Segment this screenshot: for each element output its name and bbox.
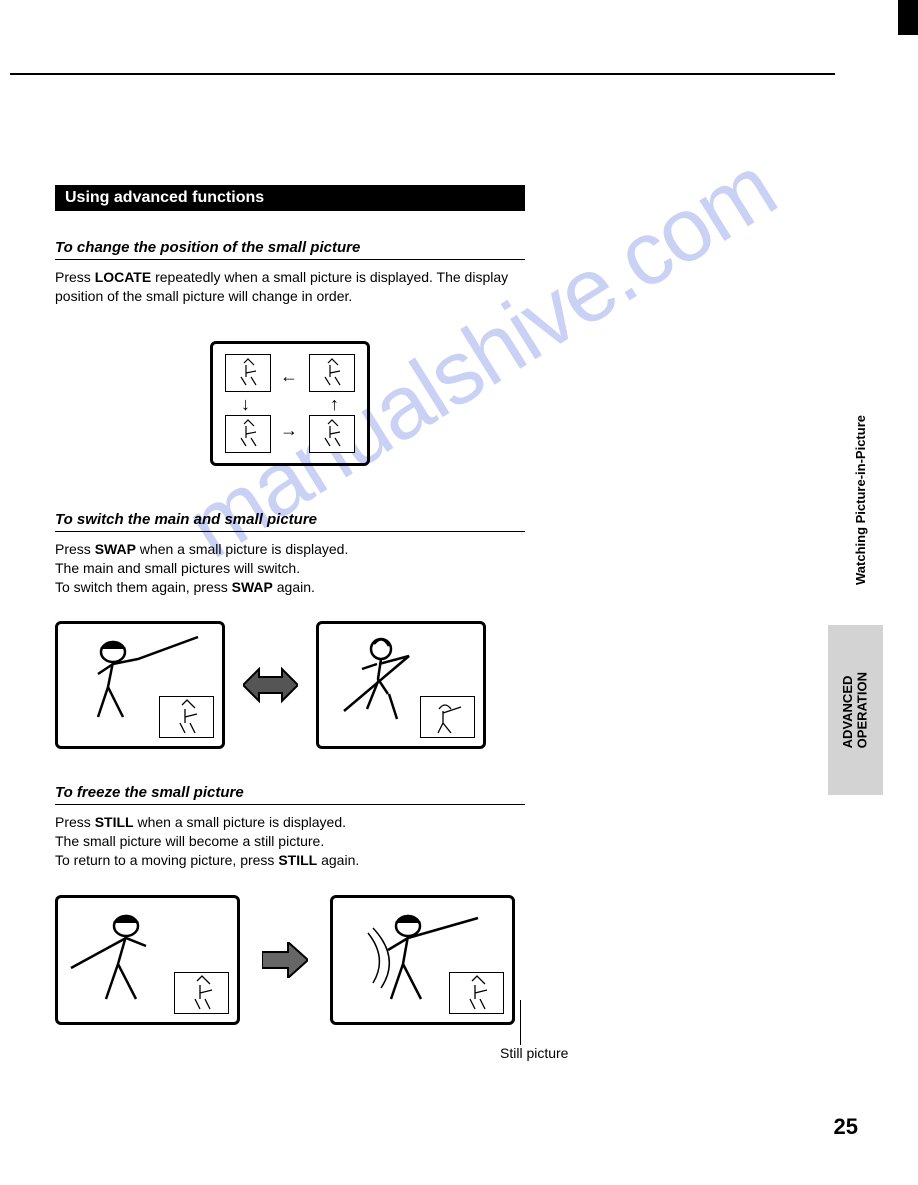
right-arrow-icon xyxy=(262,942,308,978)
corner-mark xyxy=(898,0,918,35)
body-text: Press STILL when a small picture is disp… xyxy=(55,813,525,870)
side-tab-text: ADVANCEDOPERATION xyxy=(841,672,870,748)
pip-small-still xyxy=(449,972,504,1014)
page-number: 25 xyxy=(834,1114,858,1140)
arrow-left-icon: ← xyxy=(280,366,298,387)
diagram-locate: ← ↓ ↑ → xyxy=(55,341,525,466)
arrow-right-icon: → xyxy=(280,420,298,441)
pip-tr xyxy=(309,354,355,392)
pip-tl xyxy=(225,354,271,392)
side-label-section: Watching Picture-in-Picture xyxy=(853,415,868,585)
tv-still-left xyxy=(55,895,240,1025)
sub-title: To freeze the small picture xyxy=(55,784,525,805)
sub-title: To switch the main and small picture xyxy=(55,511,525,532)
subsection-still: To freeze the small picture Press STILL … xyxy=(55,784,525,1070)
subsection-locate: To change the position of the small pict… xyxy=(55,239,525,466)
pip-br xyxy=(309,415,355,453)
diagram-swap xyxy=(55,621,525,749)
arrow-down-icon: ↓ xyxy=(241,394,250,415)
tv-swap-left xyxy=(55,621,225,749)
pip-small xyxy=(420,696,475,738)
side-tab-advanced: ADVANCEDOPERATION xyxy=(828,625,883,795)
pip-small xyxy=(174,972,229,1014)
main-content: Using advanced functions To change the p… xyxy=(55,185,525,1070)
section-header: Using advanced functions xyxy=(55,185,525,211)
diagram-still: Still picture xyxy=(55,895,595,1070)
sub-title: To change the position of the small pict… xyxy=(55,239,525,260)
body-text: Press LOCATE repeatedly when a small pic… xyxy=(55,268,525,306)
still-caption: Still picture xyxy=(500,1045,568,1061)
callout-line xyxy=(520,1000,521,1045)
divider-top xyxy=(10,73,835,75)
arrow-up-icon: ↑ xyxy=(330,394,339,415)
pip-bl xyxy=(225,415,271,453)
body-text: Press SWAP when a small picture is displ… xyxy=(55,540,525,597)
pip-small xyxy=(159,696,214,738)
subsection-swap: To switch the main and small picture Pre… xyxy=(55,511,525,750)
tv-still-right xyxy=(330,895,515,1025)
tv-swap-right xyxy=(316,621,486,749)
swap-arrow-icon xyxy=(243,661,298,709)
tv-cycle: ← ↓ ↑ → xyxy=(210,341,370,466)
